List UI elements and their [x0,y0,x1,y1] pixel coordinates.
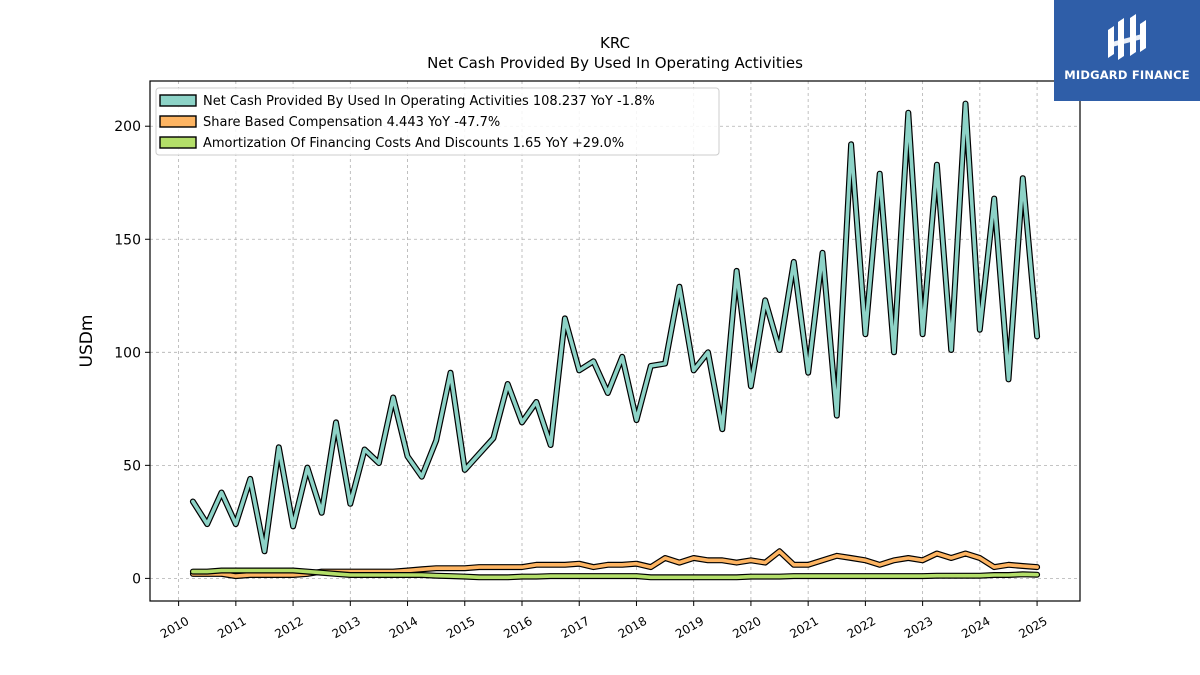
x-tick-label: 2015 [444,614,477,641]
y-tick-label: 200 [114,119,141,135]
x-tick-label: 2021 [787,614,820,641]
y-axis-label: USDm [77,315,97,368]
x-tick-label: 2020 [730,614,763,641]
x-tick-label: 2016 [501,614,534,641]
legend-swatch-0 [159,94,197,107]
y-tick-label: 100 [114,345,141,361]
y-tick-label: 0 [132,571,141,587]
plot-area [149,80,1081,602]
x-tick-label: 2013 [330,614,363,641]
y-tick-label: 150 [114,232,141,248]
legend: Net Cash Provided By Used In Operating A… [155,87,720,156]
chart-subtitle: Net Cash Provided By Used In Operating A… [427,54,803,72]
x-tick-label: 2023 [902,614,935,641]
x-tick-label: 2011 [215,614,248,641]
series-line-2 [191,568,1039,580]
legend-label-0: Net Cash Provided By Used In Operating A… [203,94,655,109]
x-tick-label: 2018 [616,614,649,641]
x-tick-label: 2024 [959,614,992,641]
x-tick-label: 2022 [845,614,878,641]
x-tick-label: 2012 [272,614,305,641]
legend-frame [155,87,720,156]
logo-icon [1108,14,1146,60]
legend-label-2: Amortization Of Financing Costs And Disc… [203,136,624,151]
chart-title: KRC [600,34,630,52]
x-axis: 2010 2011 2012 2013 2014 2015 2016 2017 2018 2019… [158,601,1050,641]
y-axis: 0 50 100 150 200 [114,119,150,587]
y-tick-label: 50 [123,458,141,474]
brand-name: MIDGARD FINANCE [1064,68,1190,82]
legend-swatch-2 [159,136,197,149]
x-tick-label: 2025 [1016,614,1049,641]
x-tick-label: 2014 [387,614,420,641]
series-layer [189,100,1041,581]
legend-swatch-1 [159,115,197,128]
brand-logo: MIDGARD FINANCE [1054,0,1200,101]
series-line-0 [191,101,1039,554]
x-tick-label: 2010 [158,614,191,641]
x-tick-label: 2019 [673,614,706,641]
x-tick-label: 2017 [559,614,592,641]
legend-label-1: Share Based Compensation 4.443 YoY -47.7… [203,115,500,130]
